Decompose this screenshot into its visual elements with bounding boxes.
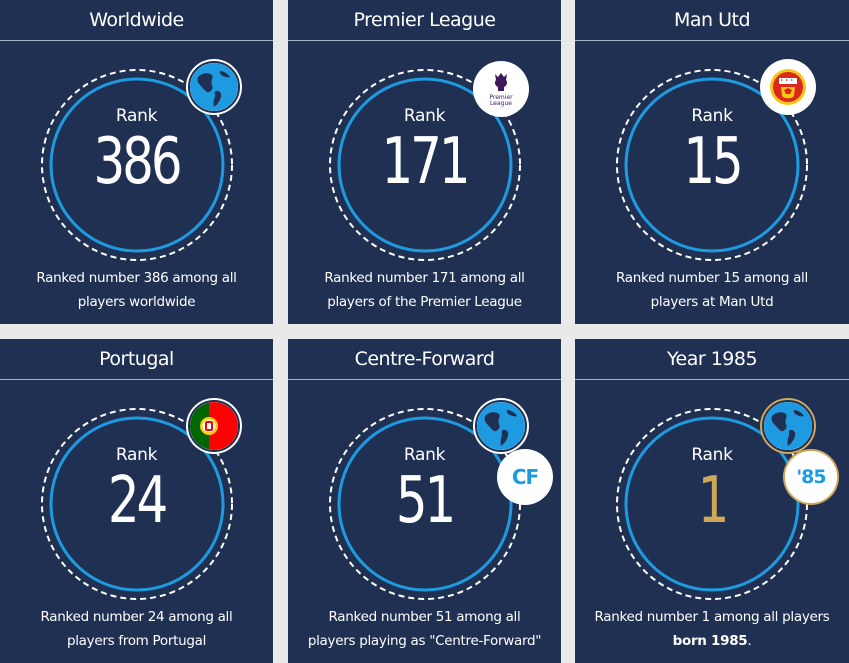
rank-value: 15 [683,125,743,199]
description-text: Ranked number 51 among all players playi… [307,609,542,649]
rank-card-premier-league: Premier League Rank 171 Ranked number 17… [288,0,561,324]
rank-gauge [329,69,521,261]
rank-description: Ranked number 24 among all players from … [18,605,255,653]
rank-label: Rank [115,106,158,126]
premier-league-logo: Premier League [477,65,525,113]
rank-gauge [41,69,233,261]
description-text: Ranked number 171 among all players of t… [324,270,525,310]
portugal-badge [188,400,240,452]
rank-label: Rank [403,445,446,465]
description-text: Ranked number 15 among all players at Ma… [616,270,808,310]
card-title: Centre-Forward [288,339,561,380]
rank-label: Rank [403,106,446,126]
globe-icon [764,402,812,450]
rank-value: 51 [395,464,456,538]
year-badge-text: '85 [796,466,826,488]
card-title: Portugal [0,339,273,380]
globe-icon [477,402,525,450]
rank-card-man-utd: Man Utd Rank 15 Ranked number 15 among a… [575,0,849,324]
rank-card-year-1985: Year 1985 Rank 1 Ranked number 1 among a… [575,339,849,663]
logo-text-league: League [490,100,512,107]
rank-card-worldwide: Worldwide Rank 386 Ranked number 386 amo… [0,0,273,324]
rank-label: Rank [115,445,158,465]
globe-badge [475,400,527,452]
card-title: Premier League [288,0,561,41]
premier-league-badge: Premier League [475,63,527,115]
rank-card-portugal: Portugal Rank 24 Ranked number 24 among … [0,339,273,663]
rank-value: 24 [107,464,168,538]
man-utd-crest [764,63,812,111]
rank-description: Ranked number 15 among all players at Ma… [593,266,831,314]
description-text: Ranked number 386 among all players worl… [36,270,237,310]
globe-icon [190,63,238,111]
man-utd-badge [762,61,814,113]
rank-gauge [616,408,808,600]
rank-label: Rank [691,445,733,465]
rank-description: Ranked number 51 among all players playi… [306,605,543,653]
rank-gauge [616,69,808,261]
card-title: Man Utd [575,0,849,41]
rank-value: 1 [697,464,730,538]
logo-text-premier: Premier [489,94,513,101]
description-bold: born 1985 [672,633,748,649]
rank-card-centre-forward: Centre-Forward Rank 51 Ranked number 51 … [288,339,561,663]
card-title: Year 1985 [575,339,849,380]
rank-gauge [329,408,521,600]
position-badge: CF [499,451,551,503]
rank-value: 171 [381,125,471,199]
rank-description: Ranked number 386 among all players worl… [18,266,255,314]
description-text: Ranked number 24 among all players from … [40,609,233,649]
globe-badge [188,61,240,113]
description-text: Ranked number 1 among all players [594,609,830,625]
rank-value: 386 [93,125,183,199]
rank-gauge [41,408,233,600]
rank-description: Ranked number 171 among all players of t… [306,266,543,314]
rank-label: Rank [691,106,733,126]
rank-description: Ranked number 1 among all players born 1… [593,605,831,653]
card-title: Worldwide [0,0,273,41]
year-badge: '85 [785,451,837,503]
globe-badge [762,400,814,452]
position-badge-text: CF [511,465,539,489]
description-tail: . [747,633,752,649]
portugal-flag-icon [190,402,238,450]
